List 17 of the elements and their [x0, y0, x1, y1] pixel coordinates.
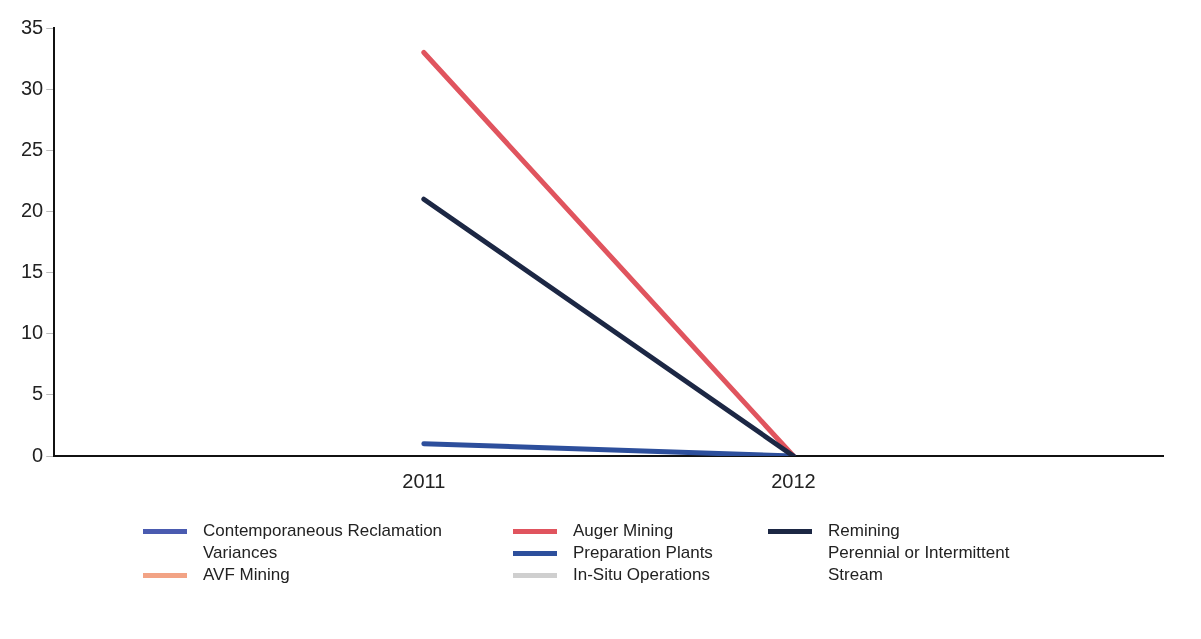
legend-label: In-Situ Operations [573, 564, 711, 586]
y-tick-label: 20 [21, 198, 44, 221]
legend-label: Preparation Plants [573, 542, 713, 564]
text: Perennial or Intermittent Stream [828, 542, 1011, 586]
x-tick-label: 2011 [402, 469, 446, 492]
y-tick-label: 0 [32, 443, 44, 466]
legend-label: Auger Mining [573, 520, 674, 542]
y-tick-label: 15 [21, 260, 44, 283]
legend-label: Remining [828, 520, 900, 542]
y-tick-label: 5 [32, 382, 44, 405]
x-tick-label: 2012 [771, 469, 816, 492]
y-tick-label: 35 [21, 15, 44, 38]
y-tick-label: 10 [21, 321, 44, 344]
y-tick-label: 30 [21, 76, 44, 99]
legend-label: AVF Mining [203, 564, 290, 586]
y-tick-label: 25 [21, 137, 44, 160]
legend-label: Contemporaneous Reclamation Variances [203, 520, 444, 564]
